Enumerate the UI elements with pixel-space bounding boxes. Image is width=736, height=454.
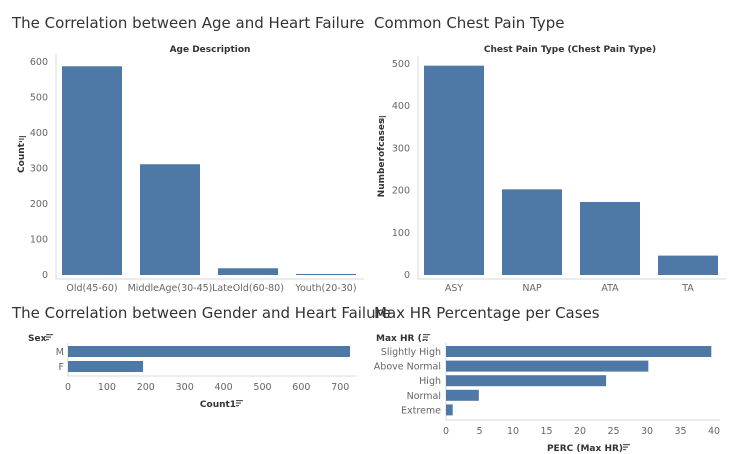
gender-x-tick-label: 200 [137, 382, 155, 393]
gender-x-tick-label: 100 [98, 382, 116, 393]
maxhr-xlabel-sort-icon[interactable] [623, 444, 630, 451]
age-bar-2 [140, 164, 200, 275]
maxhr-bar-3 [446, 375, 607, 387]
age-y-tick-label: 600 [30, 57, 48, 68]
chest-bar-3 [580, 201, 640, 275]
chest-y-axis-label: Numberofcases [377, 119, 387, 198]
maxhr-x-tick-label: 40 [708, 426, 720, 437]
chest-x-tick-label: ATA [601, 283, 619, 294]
age-x-tick-label: LateOld(60-80) [212, 283, 284, 294]
maxhr-x-axis-label: PERC (Max HR) [547, 444, 623, 454]
chest-y-tick-label: 200 [392, 186, 410, 197]
maxhr-x-tick-label: 10 [507, 426, 519, 437]
gender-chart-title: The Correlation between Gender and Heart… [12, 304, 391, 322]
gender-header: Sex [28, 334, 47, 344]
age-x-tick-label: Old(45-60) [66, 283, 117, 294]
gender-x-axis-label: Count1 [200, 400, 236, 410]
maxhr-chart-title: Max HR Percentage per Cases [374, 304, 600, 322]
chest-x-tick-label: TA [681, 283, 694, 294]
gender-x-tick-label: 600 [292, 382, 310, 393]
chest-sort-icon[interactable] [379, 116, 386, 123]
gender-category-label: M [56, 347, 64, 358]
maxhr-x-tick-label: 30 [641, 426, 653, 437]
maxhr-category-label: Above Normal [374, 362, 441, 373]
chest-y-tick-label: 0 [404, 270, 410, 281]
chest-x-tick-label: ASY [445, 283, 464, 294]
chest-bar-2 [502, 189, 562, 275]
maxhr-x-tick-label: 25 [607, 426, 619, 437]
maxhr-bar-1 [446, 346, 712, 357]
age-header: Age Description [170, 45, 251, 55]
gender-x-tick-label: 400 [215, 382, 233, 393]
maxhr-x-tick-label: 20 [574, 426, 586, 437]
maxhr-bar-5 [446, 404, 453, 416]
maxhr-x-tick-label: 0 [443, 426, 449, 437]
chest-y-tick-label: 500 [392, 59, 410, 70]
maxhr-category-label: Slightly High [381, 347, 441, 358]
maxhr-header-sort-icon[interactable] [423, 334, 430, 341]
age-y-tick-label: 300 [30, 164, 48, 175]
maxhr-bar-2 [446, 360, 649, 372]
gender-x-tick-label: 0 [65, 382, 71, 393]
chest-y-tick-label: 300 [392, 143, 410, 154]
maxhr-x-tick-label: 15 [540, 426, 552, 437]
age-bar-1 [62, 66, 122, 275]
maxhr-x-tick-label: 35 [674, 426, 686, 437]
age-sort-icon[interactable] [19, 136, 26, 143]
maxhr-x-tick-label: 5 [476, 426, 482, 437]
chest-x-tick-label: NAP [522, 283, 542, 294]
gender-bar-2 [68, 361, 144, 372]
age-y-tick-label: 500 [30, 93, 48, 104]
maxhr-category-label: Normal [407, 391, 441, 402]
chest-header: Chest Pain Type (Chest Pain Type) [484, 45, 656, 55]
age-bar-4 [296, 273, 356, 275]
chest-y-tick-label: 100 [392, 228, 410, 239]
chest-chart-title: Common Chest Pain Type [374, 14, 565, 32]
gender-header-sort-icon[interactable] [46, 334, 53, 341]
gender-bar-1 [68, 346, 350, 357]
gender-x-tick-label: 300 [176, 382, 194, 393]
gender-x-tick-label: 700 [331, 382, 349, 393]
maxhr-category-label: High [419, 376, 441, 387]
age-x-tick-label: Youth(20-30) [294, 283, 356, 294]
age-x-tick-label: MiddleAge(30-45) [128, 283, 213, 294]
age-y-axis-label: Count [17, 142, 27, 173]
gender-xlabel-sort-icon[interactable] [236, 400, 243, 407]
age-y-tick-label: 0 [42, 270, 48, 281]
age-y-tick-label: 100 [30, 235, 48, 246]
age-y-tick-label: 400 [30, 128, 48, 139]
age-bar-3 [218, 268, 278, 275]
age-chart-title: The Correlation between Age and Heart Fa… [12, 14, 365, 32]
gender-x-tick-label: 500 [253, 382, 271, 393]
maxhr-bar-4 [446, 389, 479, 401]
chest-bar-1 [424, 65, 484, 275]
maxhr-category-label: Extreme [401, 405, 441, 416]
maxhr-header: Max HR (.. [376, 334, 429, 344]
chest-y-tick-label: 400 [392, 101, 410, 112]
chest-bar-4 [658, 255, 718, 275]
age-y-tick-label: 200 [30, 199, 48, 210]
gender-category-label: F [59, 362, 64, 373]
